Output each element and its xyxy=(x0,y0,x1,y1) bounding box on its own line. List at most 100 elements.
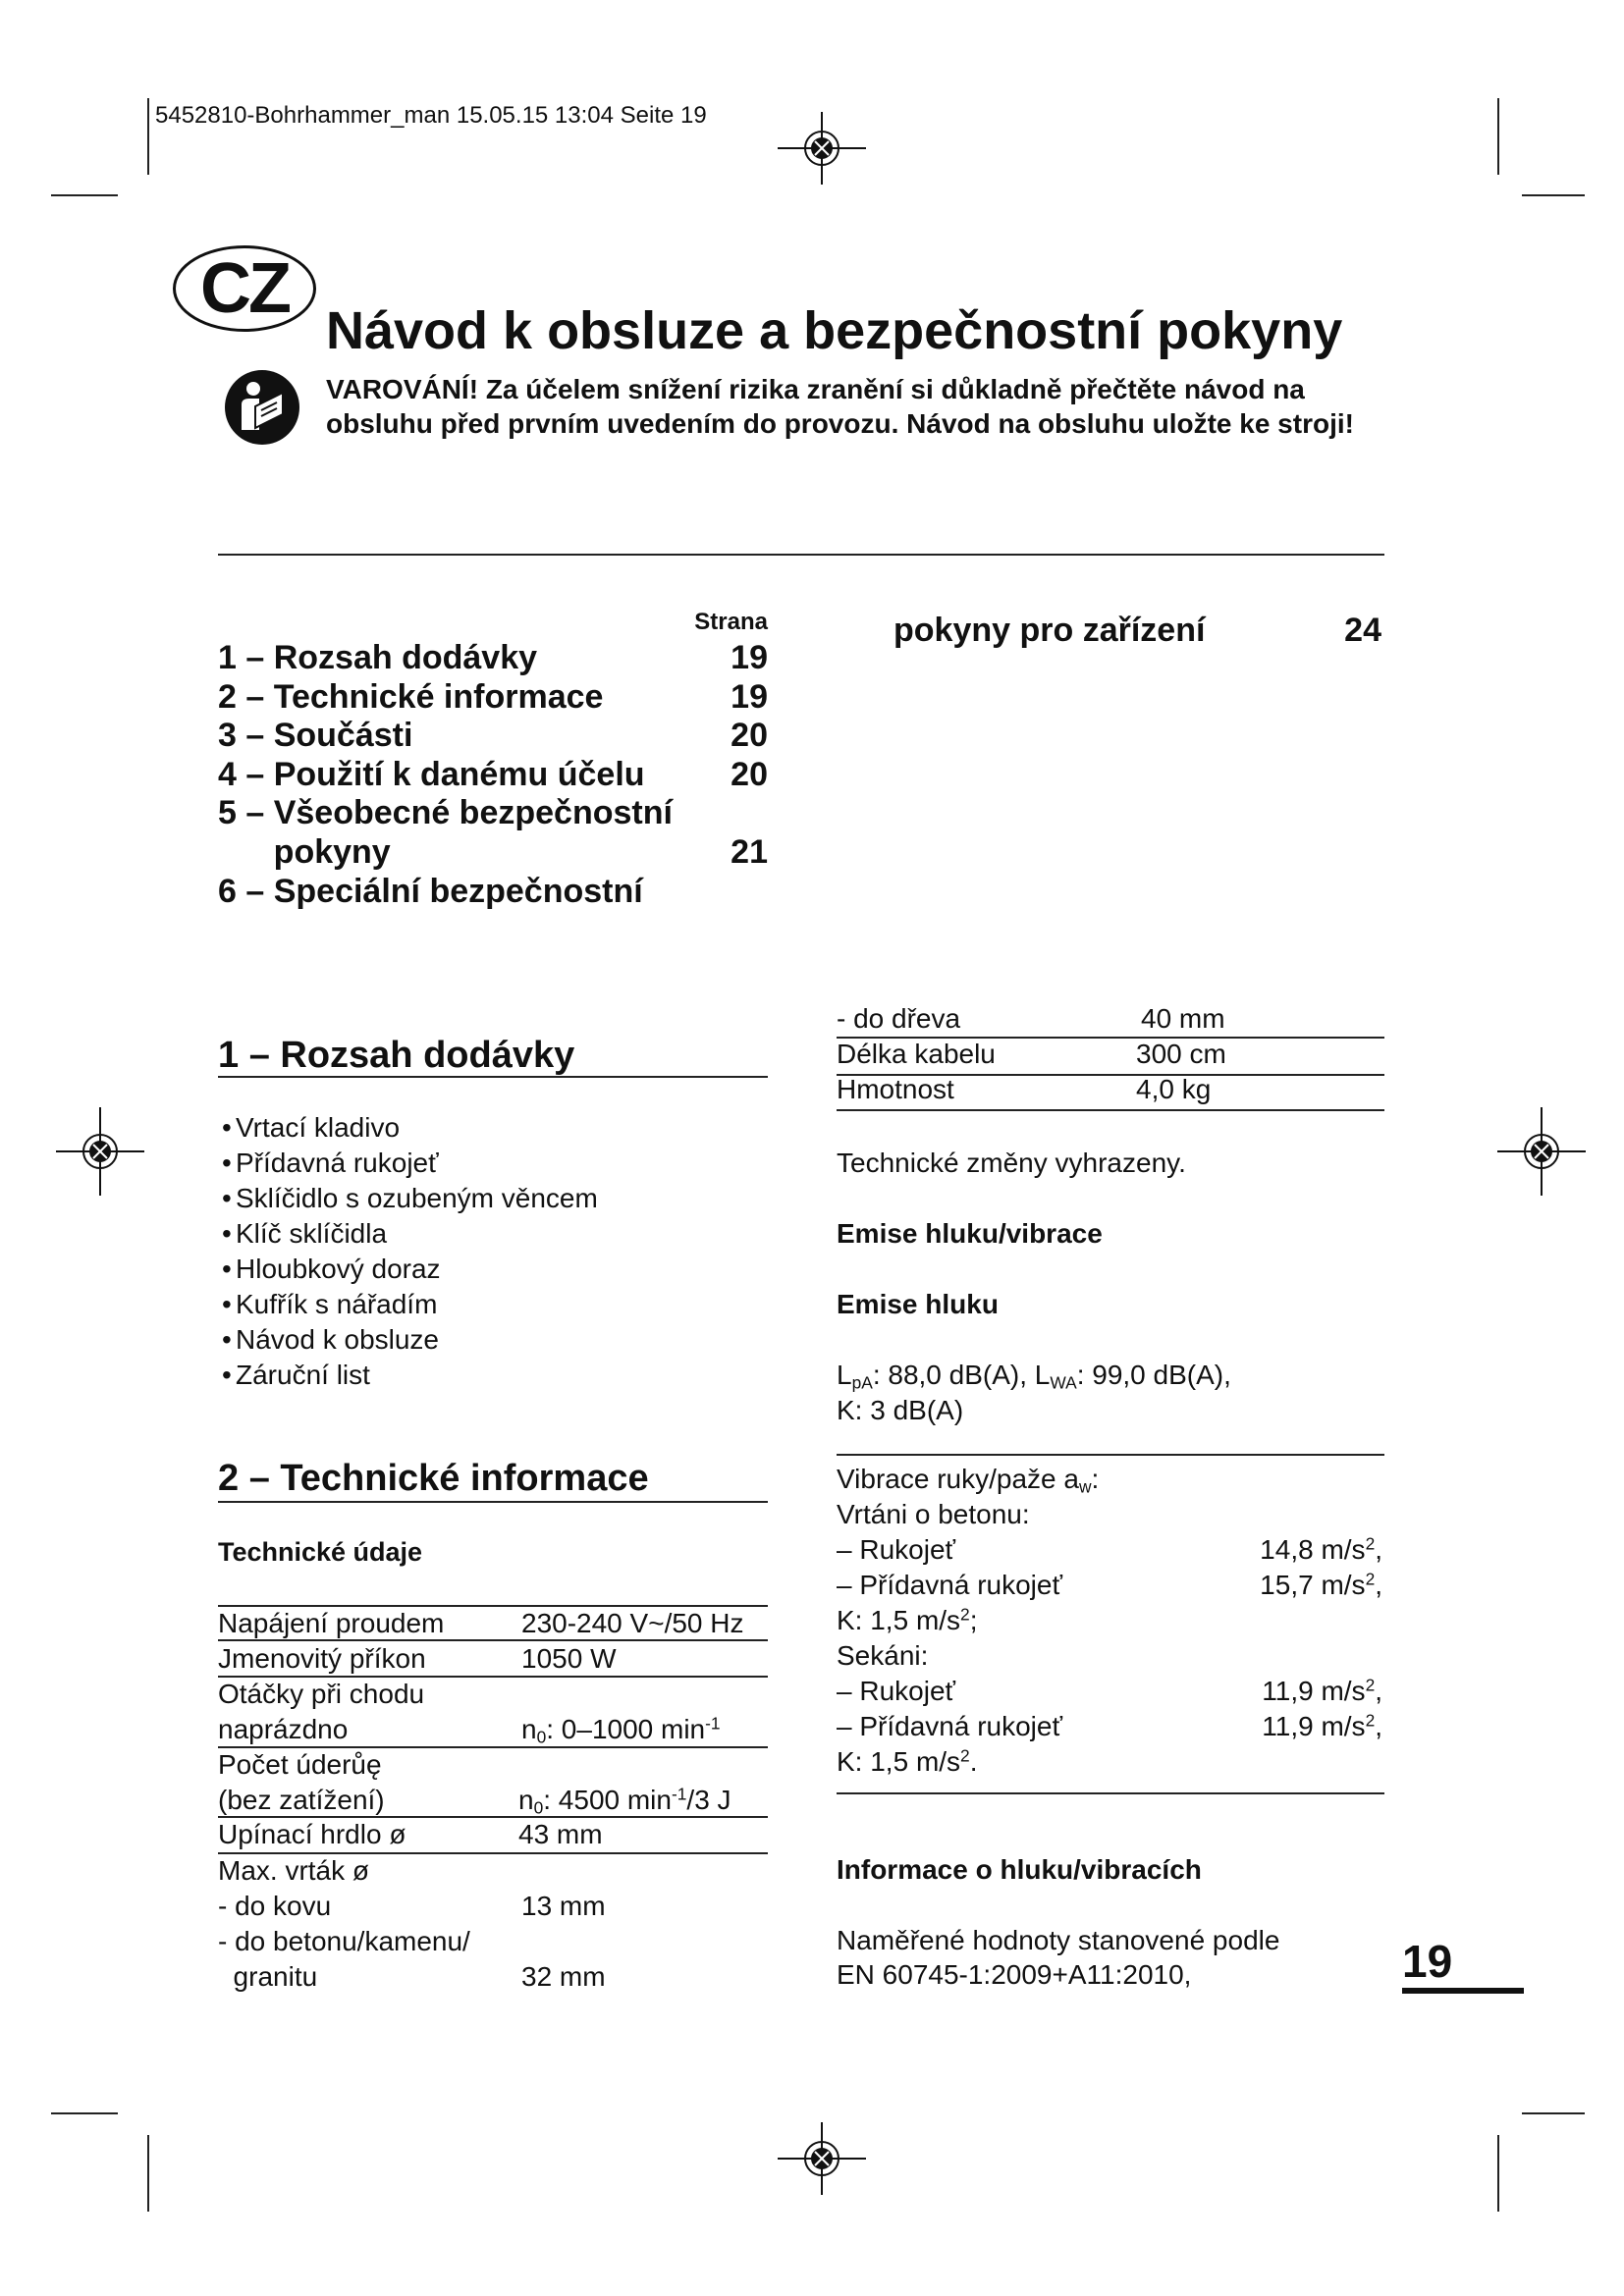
page-number-bar xyxy=(1402,1988,1524,1994)
supscript: -1 xyxy=(671,1784,687,1804)
table-cell-value: 43 mm xyxy=(518,1818,603,1851)
bullet-icon: • xyxy=(222,1324,232,1355)
table-cell-value: 1050 W xyxy=(521,1642,617,1676)
bullet-icon: • xyxy=(222,1360,232,1390)
toc-item[interactable]: 1 – Rozsah dodávky 19 xyxy=(218,638,768,677)
vibration-value: 11,9 m/s2, xyxy=(1262,1710,1382,1743)
vibration-value: 14,8 m/s2, xyxy=(1260,1533,1382,1567)
text-segment: K: 1,5 m/s xyxy=(837,1746,961,1777)
list-item-label: Klíč sklíčidla xyxy=(236,1218,388,1249)
text-segment: L xyxy=(837,1360,852,1390)
vibration-value: 11,9 m/s2, xyxy=(1262,1675,1382,1708)
vibration-label: Vibrace ruky/paže aw: xyxy=(837,1463,1099,1496)
crop-mark xyxy=(1497,98,1499,175)
section-1-heading: 1 – Rozsah dodávky xyxy=(218,1035,575,1076)
list-item: • Záruční list xyxy=(222,1359,370,1392)
toc-item[interactable]: 3 – Součásti 20 xyxy=(218,716,768,755)
table-cell-label: Otáčky při chodu xyxy=(218,1679,425,1709)
table-cell-value: 230-240 V~/50 Hz xyxy=(521,1607,744,1640)
divider xyxy=(837,1454,1384,1456)
measured-line-2: EN 60745-1:2009+A11:2010, xyxy=(837,1959,1192,1990)
toc-item[interactable]: 6 – Speciální bezpečnostní xyxy=(218,872,768,911)
vibration-label: – Přídavná rukojeť xyxy=(837,1569,1062,1602)
text-segment: 43 mm xyxy=(518,1819,603,1849)
toc-item-continued[interactable]: pokyny pro zařízení xyxy=(893,612,1206,649)
toc-item[interactable]: 2 – Technické informace 19 xyxy=(218,677,768,717)
vibration-label: Sekáni: xyxy=(837,1639,928,1673)
table-cell-label: Jmenovitý příkon xyxy=(218,1643,426,1674)
toc-item-label: 4 – Použití k danému účelu xyxy=(218,756,645,793)
bullet-icon: • xyxy=(222,1254,232,1284)
table-rule xyxy=(218,1816,768,1818)
crop-mark xyxy=(51,2112,118,2114)
list-item: • Návod k obsluze xyxy=(222,1323,439,1357)
text-segment: ; xyxy=(969,1605,978,1635)
table-rule xyxy=(218,1676,768,1678)
text-segment: 15,7 m/s xyxy=(1260,1570,1366,1600)
vibration-label: Vrtáni o betonu: xyxy=(837,1498,1030,1531)
bullet-icon: • xyxy=(222,1289,232,1319)
text-segment: 32 mm xyxy=(521,1961,606,1992)
tech-data-subheading: Technické údaje xyxy=(218,1537,423,1567)
toc-item[interactable]: 4 – Použití k danému účelu 20 xyxy=(218,755,768,794)
page-title: Návod k obsluze a bezpečnostní pokyny xyxy=(326,301,1343,360)
supscript: 2 xyxy=(1365,1533,1376,1554)
registration-mark-icon xyxy=(56,1107,144,1196)
supscript: 2 xyxy=(1365,1569,1376,1589)
table-cell-value: 32 mm xyxy=(521,1960,606,1994)
text-segment: Vrtáni o betonu: xyxy=(837,1499,1030,1529)
text-segment: . xyxy=(969,1746,978,1777)
noise-vibration-heading: Emise hluku/vibrace xyxy=(837,1218,1103,1249)
registration-mark-icon xyxy=(778,2122,866,2195)
subscript: w xyxy=(1078,1476,1092,1497)
crop-mark xyxy=(51,194,118,196)
page-number: 19 xyxy=(1402,1936,1453,1987)
supscript: 2 xyxy=(960,1604,970,1625)
divider xyxy=(837,1792,1384,1794)
subscript: WA xyxy=(1050,1372,1077,1393)
table-cell-label: Hmotnost xyxy=(837,1074,954,1104)
bullet-icon: • xyxy=(222,1148,232,1178)
toc-item-page: 19 xyxy=(731,678,768,716)
toc-item-label: 6 – Speciální bezpečnostní xyxy=(218,873,643,910)
warning-line-2: obsluhu před prvním uvedením do provozu.… xyxy=(326,408,1354,439)
text-segment: – Přídavná rukojeť xyxy=(837,1570,1062,1600)
toc-item[interactable]: 5 – Všeobecné bezpečnostní xyxy=(218,793,768,832)
table-rule xyxy=(837,1109,1384,1111)
text-segment: – Rukojeť xyxy=(837,1676,956,1706)
text-segment: , xyxy=(1375,1676,1382,1706)
registration-mark-icon xyxy=(778,112,866,185)
vibration-value: 15,7 m/s2, xyxy=(1260,1569,1382,1602)
text-segment: , xyxy=(1375,1711,1382,1741)
crop-mark xyxy=(1522,2112,1585,2114)
list-item-label: Záruční list xyxy=(236,1360,370,1390)
registration-mark-icon xyxy=(1497,1107,1586,1196)
table-cell-value: n0: 4500 min-1/3 J xyxy=(518,1784,731,1817)
country-badge: CZ xyxy=(173,245,316,332)
vibration-label: K: 1,5 m/s2. xyxy=(837,1745,977,1779)
text-segment: 1050 W xyxy=(521,1643,617,1674)
table-cell-label: granitu xyxy=(218,1961,318,1992)
table-rule xyxy=(218,1852,768,1854)
toc-item-page: 20 xyxy=(731,717,768,754)
supscript: -1 xyxy=(705,1713,721,1734)
table-cell-label: Max. vrták ø xyxy=(218,1855,370,1886)
supscript: 2 xyxy=(1365,1675,1376,1695)
country-code: CZ xyxy=(200,249,292,328)
list-item: • Hloubkový doraz xyxy=(222,1253,441,1286)
subscript: pA xyxy=(851,1372,873,1393)
read-manual-icon xyxy=(225,370,299,445)
crop-mark xyxy=(147,98,149,175)
text-segment: Sekáni: xyxy=(837,1640,929,1671)
heading-underline xyxy=(218,1076,768,1078)
text-segment: : 99,0 dB(A), xyxy=(1076,1360,1231,1390)
text-segment: 11,9 m/s xyxy=(1262,1676,1366,1706)
toc-item-label: 1 – Rozsah dodávky xyxy=(218,639,538,676)
info-heading: Informace o hluku/vibracích xyxy=(837,1854,1202,1885)
table-cell-value: 300 cm xyxy=(1136,1039,1226,1069)
vibration-label: – Rukojeť xyxy=(837,1675,955,1708)
crop-mark xyxy=(147,2135,149,2212)
text-segment: Vibrace ruky/paže a xyxy=(837,1464,1079,1494)
supscript: 2 xyxy=(960,1745,970,1766)
toc-item[interactable]: pokyny 21 xyxy=(218,832,768,872)
